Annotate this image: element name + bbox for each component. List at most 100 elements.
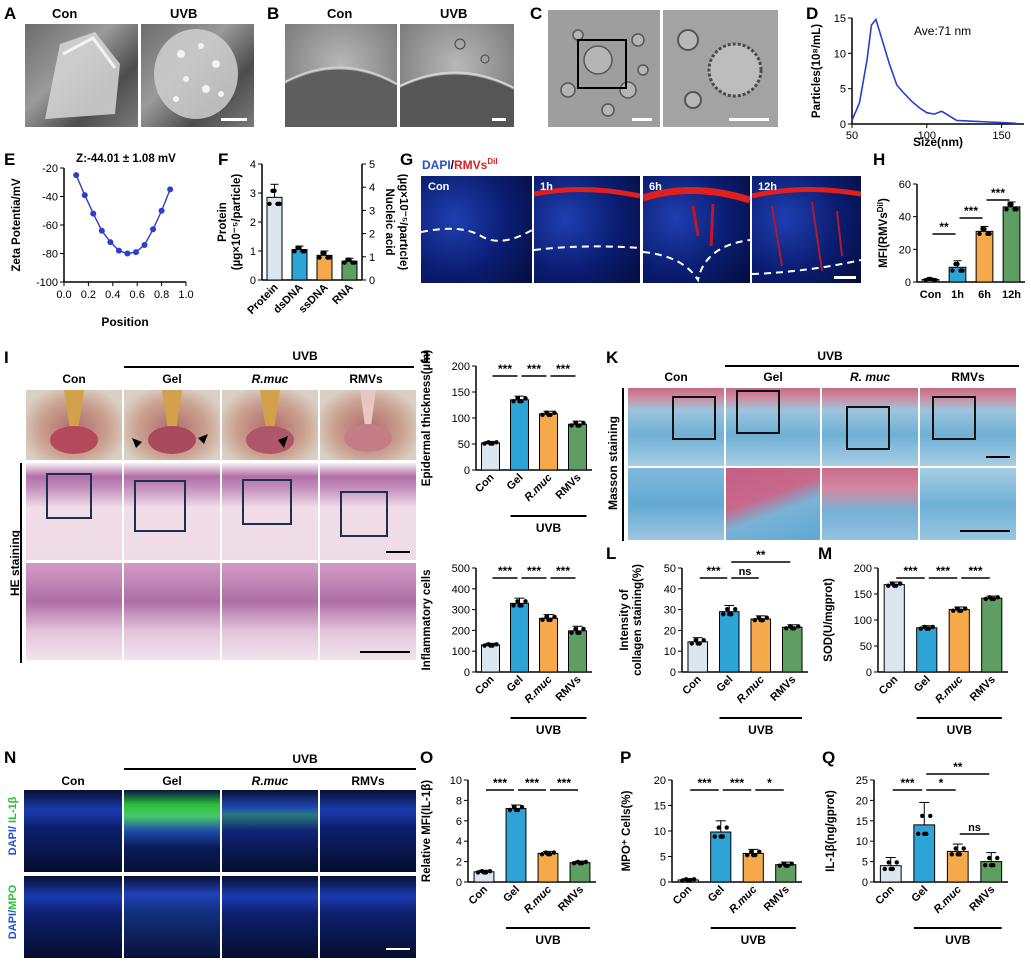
masson-low-rmvs [920,388,1016,466]
data-point [995,855,1000,861]
x-tick-label: Con [873,883,897,907]
data-point [957,608,962,613]
data-point [983,862,988,868]
data-point [81,192,88,199]
data-point [783,863,788,868]
data-point [569,630,574,635]
bar [569,862,591,883]
data-point [955,852,960,857]
y-tick-label-right: 5 [369,159,375,171]
data-point [295,245,300,251]
panel-n-col-rmuc: R.muc [251,774,289,788]
data-point [922,831,927,837]
data-point [540,617,545,623]
y-tick-label-right: 1 [369,252,375,264]
panel-label-e: E [4,150,16,169]
data-point [931,278,936,283]
sig-label: ns [739,566,752,578]
sig-label: * [767,776,772,790]
if-il1b-rmvs [320,790,416,872]
data-point [724,825,729,830]
data-point [546,617,551,623]
x-tick-label: RMVs [762,884,792,914]
y-axis-label: Relative MFI(IL-1β) [421,780,433,882]
panel-i-col-gel: Gel [162,372,182,386]
panel-label-i: I [4,348,9,367]
data-point [73,172,80,179]
panel-label-g: G [400,150,414,169]
y-tick-label: 8 [456,795,462,807]
if-mpo-rmvs [320,876,416,958]
x-tick-label: R.muc [522,674,554,706]
data-point [300,249,305,254]
data-point [571,861,577,866]
data-point [552,410,557,415]
data-point [575,423,580,428]
group-label: UVB [748,723,774,737]
data-point [980,226,985,232]
data-point [888,866,893,872]
he-low-gel [124,463,220,560]
data-point [892,583,897,588]
group-label: UVB [741,933,767,947]
y-tick-label: 40 [899,212,911,224]
sig-label: *** [498,362,512,376]
y-tick-label: 15 [654,801,666,813]
y-tick-label: 0 [464,465,470,477]
sig-label: ** [953,760,963,774]
y-tick-label: 40 [664,584,676,596]
x-tick-label: Gel [505,674,526,695]
data-point [511,399,516,404]
x-tick-label: RMVs [768,674,798,704]
he-high-gel [124,563,220,660]
y-tick-label: 50 [664,563,676,575]
bar [883,584,905,673]
photo-rmuc [222,390,318,460]
panel-n-row2-label: DAPI/MPO [7,884,19,940]
x-tick-label: RMVs [968,674,998,704]
data-point [752,618,757,623]
y-axis-label: Epidermal thickness(µm) [421,350,433,486]
fluor-image-6h [643,176,750,283]
data-point [158,207,165,214]
sig-label: *** [498,564,512,578]
data-point [995,595,1000,600]
y-tick-label: 20 [664,625,676,637]
panel-k-uvb-line [725,365,1019,367]
data-point [716,825,721,830]
y-tick-label: 0 [905,277,911,289]
y-tick-label: 25 [856,775,868,787]
x-tick-label: R.muc [522,884,554,916]
bar [481,644,500,673]
annotation: Z:-44.01 ± 1.08 mV [76,153,176,165]
x-axis-label: Position [101,315,148,329]
chart-q: 0 5 10 15 20 25 IL-1β(ng/gprot) Con Gel R.muc RMVs… [825,760,1008,947]
data-point [718,834,723,839]
x-tick-label: 6h [978,289,991,301]
data-point [90,210,97,217]
data-point [949,852,954,857]
data-point [507,807,513,813]
x-tick-label: 0.2 [81,289,96,301]
y-tick-label: -20 [42,163,58,175]
chart-p: 0 5 10 15 20 MPO⁺ Cells(%) Con Gel R.muc RMVs UVB *… [621,775,802,947]
y-tick-label-right: 0 [369,275,375,287]
data-point [977,231,982,237]
bar [981,597,1003,673]
data-point [141,241,148,248]
sig-label: *** [527,564,541,578]
masson-low-rmuc [822,388,918,466]
data-point [1012,207,1017,212]
panel-n-uvb-label: UVB [292,752,318,766]
data-point [581,420,586,426]
panel-label-h: H [873,150,886,169]
panel-label-n: N [4,748,17,767]
he-low-rmvs [320,463,416,560]
panel-k-col-con: Con [664,370,688,384]
x-tick-label: 0.0 [56,289,71,301]
data-point [916,831,921,837]
fluor-image-1h [534,176,640,283]
data-point [523,396,528,401]
x-tick-label: 0.4 [105,289,120,301]
data-point [989,862,994,868]
